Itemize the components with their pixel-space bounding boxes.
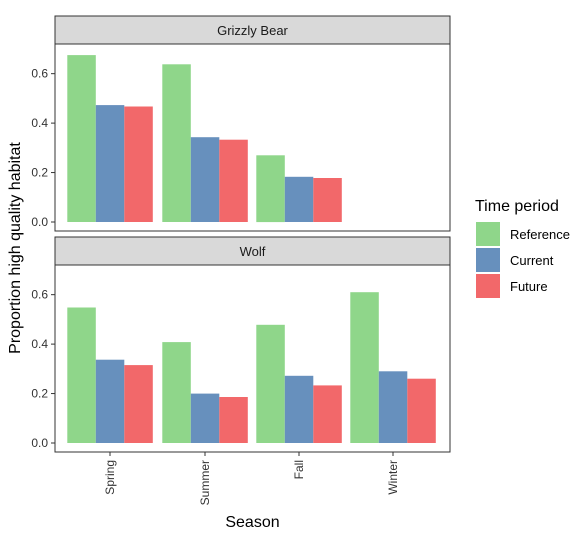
x-tick-label: Fall <box>292 460 306 479</box>
y-tick-label: 0.2 <box>31 387 48 401</box>
panel-grizzly-bear: Grizzly Bear 0.0 0.2 0.4 0.6 <box>31 15 451 232</box>
bars-group <box>67 55 342 223</box>
legend-items: Reference Current Future <box>476 222 570 298</box>
panel-strip <box>54 236 451 266</box>
bar-future-summer <box>219 397 248 443</box>
bar-current-fall <box>284 375 314 443</box>
x-tick-label: Winter <box>386 460 400 495</box>
x-tick-label: Spring <box>103 460 117 495</box>
y-tick-label: 0.0 <box>31 436 48 450</box>
bar-current-fall <box>284 176 314 222</box>
x-axis: Spring Summer Fall Winter <box>103 452 400 505</box>
bar-future-winter <box>407 378 436 443</box>
legend-label-reference: Reference <box>510 227 570 242</box>
bar-reference-spring <box>67 307 96 443</box>
bar-reference-summer <box>162 342 191 443</box>
bar-current-spring <box>95 105 125 222</box>
y-tick-label: 0.4 <box>31 116 48 130</box>
y-axis-title: Proportion high quality habitat <box>7 142 24 354</box>
panel-title: Grizzly Bear <box>217 23 288 38</box>
legend-label-future: Future <box>510 279 548 294</box>
bar-future-fall <box>313 385 342 443</box>
bar-current-summer <box>190 137 220 222</box>
y-tick-label: 0.2 <box>31 166 48 180</box>
y-tick-label: 0.4 <box>31 337 48 351</box>
legend-swatch-reference <box>476 222 500 246</box>
y-tick-label: 0.0 <box>31 215 48 229</box>
y-ticks: 0.0 0.2 0.4 0.6 <box>31 288 55 450</box>
legend: Time period Reference Current Future <box>475 198 570 298</box>
bar-future-spring <box>124 106 153 222</box>
bar-reference-winter <box>350 292 379 443</box>
bars-group <box>67 292 436 443</box>
legend-swatch-future <box>476 274 500 298</box>
panel-wolf: Wolf 0.0 0.2 0.4 0.6 <box>31 236 451 453</box>
x-axis-title: Season <box>225 514 279 531</box>
y-tick-label: 0.6 <box>31 288 48 302</box>
bar-reference-fall <box>256 324 285 443</box>
bar-current-winter <box>378 371 408 443</box>
x-tick-label: Summer <box>198 460 212 505</box>
bar-future-summer <box>219 139 248 222</box>
bar-future-spring <box>124 365 153 443</box>
y-tick-label: 0.6 <box>31 67 48 81</box>
legend-label-current: Current <box>510 253 554 268</box>
y-ticks: 0.0 0.2 0.4 0.6 <box>31 67 55 229</box>
bar-reference-spring <box>67 55 96 222</box>
bar-current-summer <box>190 393 220 443</box>
panel-strip <box>54 15 451 45</box>
bar-reference-summer <box>162 64 191 222</box>
legend-title: Time period <box>475 198 559 215</box>
bar-current-spring <box>95 359 125 443</box>
bar-future-fall <box>313 178 342 222</box>
panel-title: Wolf <box>240 244 266 259</box>
legend-swatch-current <box>476 248 500 272</box>
bar-reference-fall <box>256 155 285 223</box>
